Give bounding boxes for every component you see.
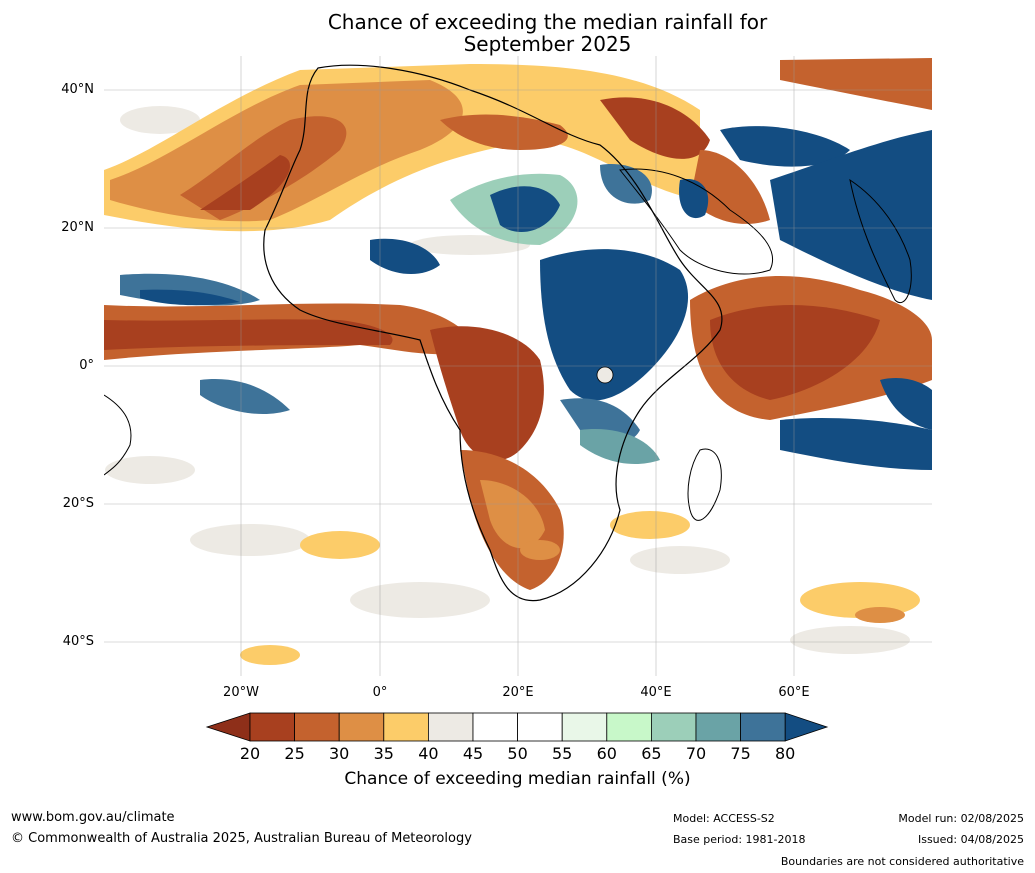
lon-label-0: 0°: [372, 685, 388, 700]
colorbar-tick-label: 50: [507, 744, 528, 763]
colorbar-cell: [249, 712, 295, 742]
footer-disclaimer: Boundaries are not considered authoritat…: [780, 855, 1024, 868]
colorbar-tick-label: 70: [685, 744, 707, 763]
colorbar-cell: [472, 712, 518, 742]
map-title-line2: September 2025: [463, 32, 632, 56]
colorbar-tick-label: 60: [596, 744, 617, 763]
colorbar-cell: [561, 712, 608, 742]
colorbar-tick-label: 20: [239, 744, 261, 763]
lon-label-20w: 20°W: [223, 685, 259, 700]
colorbar-tick-label: 75: [730, 744, 751, 763]
lat-label-20n: 20°N: [61, 220, 94, 235]
colorbar-cell: [383, 712, 429, 742]
lat-label-40n: 40°N: [61, 82, 94, 97]
lat-label-20s: 20°S: [62, 496, 94, 511]
lat-label-0: 0°: [79, 358, 94, 373]
colorbar-tick-label: 45: [462, 744, 484, 763]
colorbar-tick-label: 40: [418, 744, 439, 763]
footer-model: Model: ACCESS-S2: [673, 812, 775, 825]
lat-label-40s: 40°S: [62, 634, 94, 649]
lon-label-40e: 40°E: [640, 685, 672, 700]
footer-website: www.bom.gov.au/climate: [11, 810, 175, 825]
colorbar-tick-label: 65: [641, 744, 662, 763]
colorbar-label: Chance of exceeding median rainfall (%): [344, 769, 691, 789]
colorbar-cell: [651, 712, 697, 742]
footer-copyright: © Commonwealth of Australia 2025, Austra…: [11, 831, 472, 846]
colorbar-cell: [740, 712, 786, 742]
colorbar-tick-label: 25: [284, 744, 305, 763]
colorbar-cell: [294, 712, 340, 742]
colorbar-cell: [338, 712, 385, 742]
colorbar-cell: [517, 712, 563, 742]
colorbar-tick-label: 35: [373, 744, 394, 763]
footer-issued: Issued: 04/08/2025: [917, 833, 1024, 846]
colorbar-cell: [427, 712, 474, 742]
colorbar-cell: [606, 712, 652, 742]
map-title-line1: Chance of exceeding the median rainfall …: [327, 10, 768, 34]
lon-label-20e: 20°E: [502, 685, 534, 700]
colorbar-extend-low: [205, 712, 251, 742]
footer-base-period: Base period: 1981-2018: [673, 833, 806, 846]
colorbar-tick-label: 80: [775, 744, 796, 763]
lon-label-60e: 60°E: [778, 685, 810, 700]
colorbar-extend-high: [784, 712, 829, 742]
colorbar-tick-label: 55: [552, 744, 573, 763]
colorbar-cell: [695, 712, 741, 742]
colorbar-tick-label: 30: [329, 744, 350, 763]
footer-model-run: Model run: 02/08/2025: [898, 812, 1024, 825]
graticule: [104, 56, 932, 676]
colorbar: [205, 712, 829, 742]
